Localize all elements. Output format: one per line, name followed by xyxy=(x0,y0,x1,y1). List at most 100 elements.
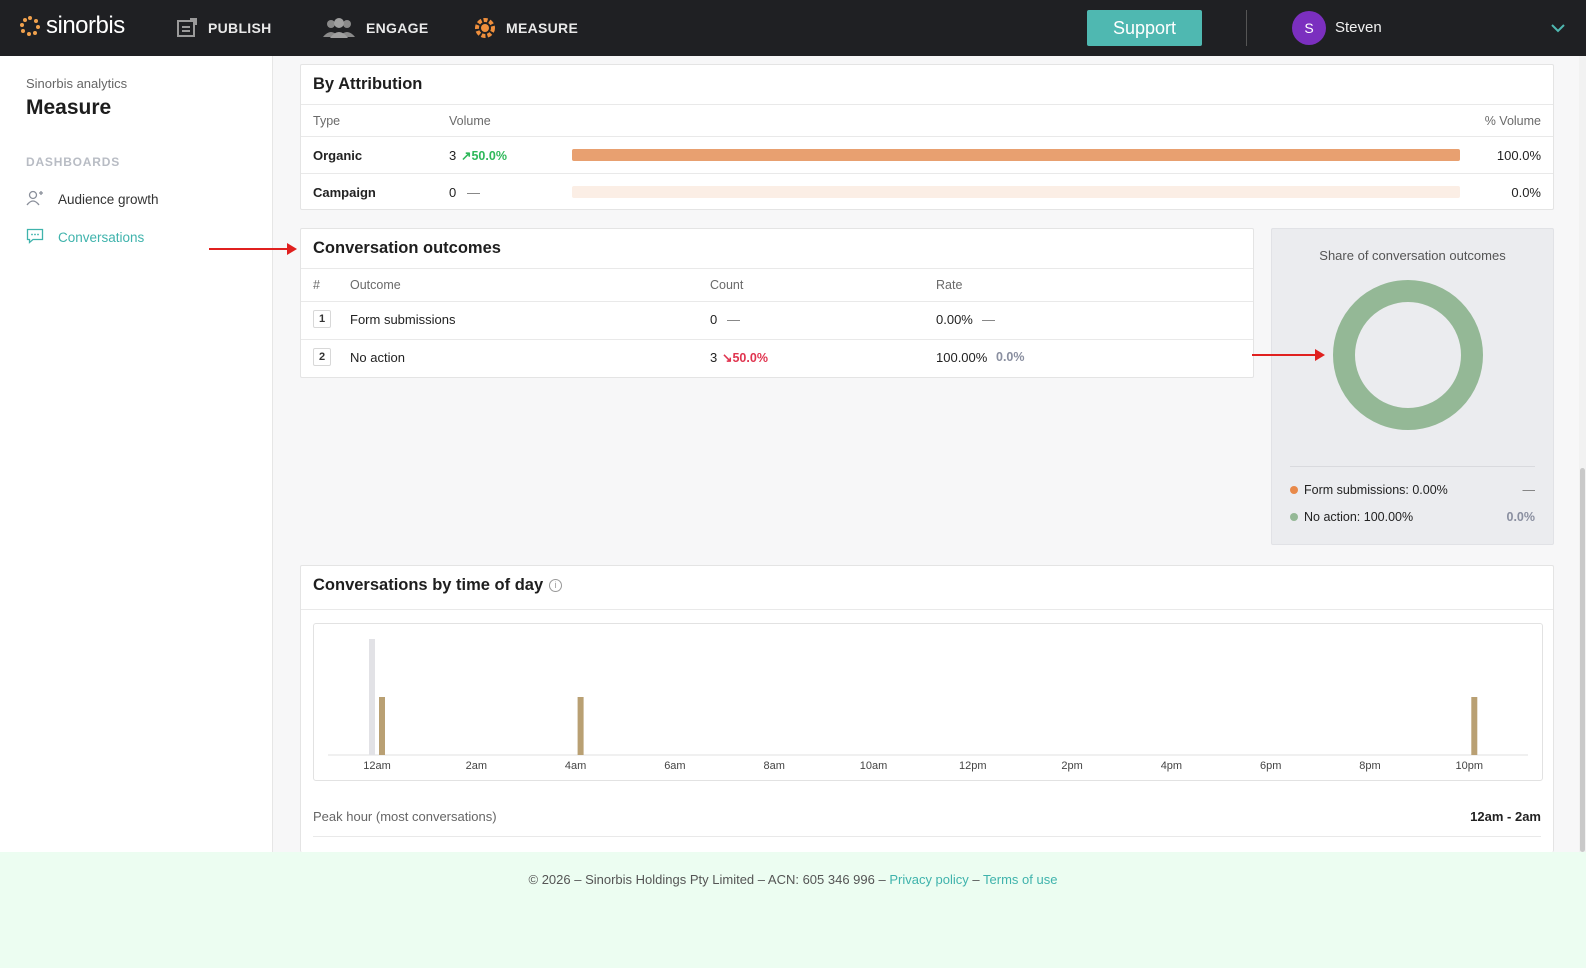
outcomes-card: Conversation outcomes # Outcome Count Ra… xyxy=(300,228,1254,378)
legend-item-no-action: No action: 100.00% 0.0% xyxy=(1290,510,1535,524)
annotation-arrow xyxy=(1252,349,1325,361)
footer-sep: – xyxy=(972,872,980,887)
attribution-title: By Attribution xyxy=(313,75,423,93)
legend-dot xyxy=(1290,486,1298,494)
row-count-change: — xyxy=(727,312,740,327)
bars xyxy=(369,639,1478,755)
row-count: 3 xyxy=(710,350,718,365)
x-tick-label: 6pm xyxy=(1259,760,1282,772)
x-tick-label: 10am xyxy=(859,760,888,772)
x-tick-label: 8am xyxy=(763,760,785,772)
trend-up-icon: ↗ xyxy=(461,149,472,163)
footer: © 2026 – Sinorbis Holdings Pty Limited –… xyxy=(0,852,1586,968)
col-type-header: Type xyxy=(313,114,341,128)
row-type: Campaign xyxy=(313,185,376,200)
scrollbar-thumb[interactable] xyxy=(1580,468,1585,852)
rank-badge: 2 xyxy=(313,348,331,366)
col-outcome-header: Outcome xyxy=(350,278,401,292)
x-tick-label: 8pm xyxy=(1359,760,1381,772)
terms-link[interactable]: Terms of use xyxy=(983,872,1058,887)
trend-down-icon: ↘ xyxy=(722,351,733,365)
row-outcome: No action xyxy=(350,350,405,365)
donut-slice-no-action xyxy=(1333,280,1483,430)
divider xyxy=(1290,466,1535,467)
engage-icon xyxy=(322,17,356,39)
sidebar-item-audience-growth[interactable]: Audience growth xyxy=(26,189,159,210)
bar-12am-series-1[interactable] xyxy=(379,697,385,755)
sidebar-item-label: Conversations xyxy=(58,230,145,245)
row-count-change: 50.0% xyxy=(732,351,768,365)
x-tick-label: 12pm xyxy=(959,760,987,772)
row-volume: 3 xyxy=(449,148,457,163)
x-tick-label: 4am xyxy=(564,760,587,772)
privacy-link[interactable]: Privacy policy xyxy=(889,872,969,887)
col-pct-header: % Volume xyxy=(1484,114,1541,128)
x-tick-label: 2pm xyxy=(1061,760,1083,772)
sinorbis-logo[interactable]: sinorbis xyxy=(20,12,125,40)
x-tick-label: 4pm xyxy=(1160,760,1183,772)
x-tick-label: 10pm xyxy=(1455,760,1484,772)
logo-mark-icon xyxy=(20,16,40,36)
sidebar-item-label: Audience growth xyxy=(58,192,159,207)
row-count-change-down: ↘50.0% xyxy=(722,350,768,365)
time-chart-svg xyxy=(328,639,1528,756)
divider xyxy=(301,173,1553,174)
nav-publish[interactable]: PUBLISH xyxy=(176,14,272,42)
publish-icon xyxy=(176,17,198,39)
avatar[interactable]: S xyxy=(1292,11,1326,45)
timechart-title-text: Conversations by time of day xyxy=(313,576,544,594)
info-icon[interactable]: i xyxy=(549,579,563,593)
bar-4am-series-1[interactable] xyxy=(577,697,584,755)
bar-10pm-series-1[interactable] xyxy=(1471,697,1478,755)
attribution-card: By Attribution Type Volume % Volume Orga… xyxy=(300,64,1554,210)
divider xyxy=(301,268,1253,269)
sidebar-item-conversations[interactable]: Conversations xyxy=(26,227,144,248)
legend-value: 0.0% xyxy=(1506,510,1536,524)
bar-12am-series-0[interactable] xyxy=(369,639,375,755)
chevron-down-icon[interactable] xyxy=(1548,18,1568,38)
volume-bar-track xyxy=(572,149,1460,161)
share-title: Share of conversation outcomes xyxy=(1319,248,1506,263)
audience-icon xyxy=(26,189,44,210)
time-chart: 12am 2am 4am 6am 8am 10am 12pm 2pm 4pm 6pm 8pm 10pm xyxy=(313,623,1543,781)
x-tick-label: 12am xyxy=(363,760,391,772)
col-num-header: # xyxy=(313,278,320,292)
share-panel: Share of conversation outcomes Form subm… xyxy=(1271,228,1554,545)
nav-measure-label: MEASURE xyxy=(506,20,579,36)
scrollbar-track[interactable] xyxy=(1579,56,1586,852)
divider xyxy=(313,836,1541,837)
divider xyxy=(301,301,1253,302)
timechart-card: Conversations by time of day i 12am 2am 4am… xyxy=(300,565,1554,852)
nav-engage-label: ENGAGE xyxy=(366,20,429,36)
divider xyxy=(301,609,1553,610)
row-rate-change: 0.0% xyxy=(996,350,1025,364)
col-volume-header: Volume xyxy=(449,114,491,128)
chat-icon xyxy=(26,227,44,248)
nav-measure[interactable]: MEASURE xyxy=(474,14,578,42)
row-outcome: Form submissions xyxy=(350,312,456,327)
volume-bar-fill xyxy=(572,149,1460,161)
sidebar-section-label: DASHBOARDS xyxy=(26,155,121,169)
sidebar-subtitle: Sinorbis analytics xyxy=(26,76,128,91)
measure-icon xyxy=(474,17,496,39)
annotation-arrow xyxy=(209,243,297,255)
copyright-text: © 2026 – Sinorbis Holdings Pty Limited –… xyxy=(528,872,886,887)
row-volume: 0 xyxy=(449,185,457,200)
sidebar: Sinorbis analytics Measure DASHBOARDS Au… xyxy=(0,56,273,852)
peak-hour-value: 12am - 2am xyxy=(1470,809,1541,824)
nav-publish-label: PUBLISH xyxy=(208,20,272,36)
nav-engage[interactable]: ENGAGE xyxy=(322,14,428,42)
legend-label: No action: 100.00% xyxy=(1304,510,1414,524)
rank-badge: 1 xyxy=(313,310,331,328)
logo-text: sinorbis xyxy=(46,12,125,39)
outcomes-title: Conversation outcomes xyxy=(313,239,501,257)
user-name[interactable]: Steven xyxy=(1335,19,1382,36)
col-rate-header: Rate xyxy=(936,278,963,292)
divider xyxy=(301,104,1553,105)
row-change-value: — xyxy=(467,185,480,200)
page-title: Measure xyxy=(26,96,112,119)
x-tick-label: 6am xyxy=(664,760,686,772)
divider xyxy=(301,136,1553,137)
volume-bar-track xyxy=(572,186,1460,198)
support-button[interactable]: Support xyxy=(1087,10,1202,46)
